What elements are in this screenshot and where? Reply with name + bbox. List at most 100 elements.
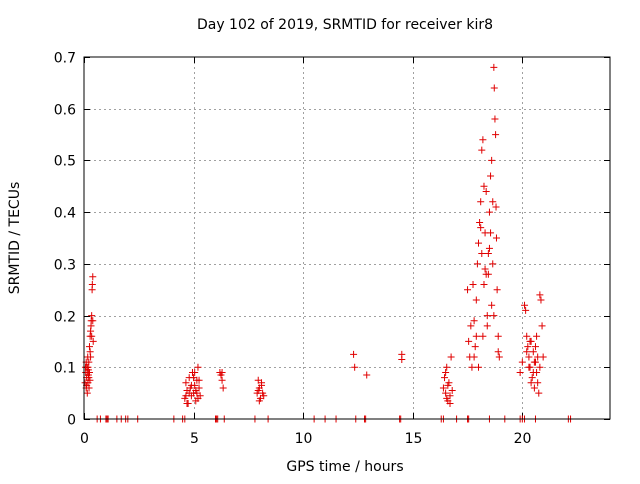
data-point [530, 358, 538, 366]
data-point [85, 343, 93, 351]
data-point [482, 187, 490, 195]
data-point [472, 332, 480, 340]
x-tick-label: 0 [80, 431, 89, 447]
x-tick-label: 15 [405, 431, 423, 447]
data-point [523, 348, 531, 356]
y-tick-label: 0.2 [54, 310, 76, 326]
data-point [85, 374, 93, 382]
y-tick-label: 0 [67, 413, 76, 429]
data-point [182, 379, 190, 387]
data-point [477, 198, 485, 206]
data-point [529, 368, 537, 376]
data-point [470, 353, 478, 361]
data-point [254, 387, 262, 395]
data-point [85, 358, 93, 366]
data-point [475, 363, 482, 371]
data-point [495, 353, 503, 361]
data-point [442, 389, 450, 397]
data-point [464, 286, 472, 294]
data-point [465, 337, 473, 345]
data-point [536, 363, 544, 371]
data-point [468, 363, 476, 371]
data-point [469, 281, 477, 289]
data-point [490, 84, 498, 92]
data-point [489, 198, 497, 206]
data-point [89, 317, 97, 325]
data-point [218, 376, 226, 384]
data-point [190, 374, 198, 382]
data-point [493, 286, 501, 294]
data-point [487, 172, 495, 180]
y-tick-label: 0.5 [54, 154, 76, 170]
data-point [193, 389, 201, 397]
data-point [536, 291, 544, 299]
data-point [488, 301, 496, 309]
data-point [448, 387, 456, 395]
data-point [88, 312, 96, 320]
data-point [527, 379, 535, 387]
data-point [538, 322, 546, 330]
data-point [470, 317, 478, 325]
data-point [398, 356, 406, 364]
data-point [187, 381, 195, 389]
data-point [494, 348, 502, 356]
data-point [89, 273, 97, 281]
data-point [85, 368, 93, 376]
data-point [526, 337, 534, 345]
data-point [191, 368, 199, 376]
data-point [534, 379, 542, 387]
data-point [485, 244, 493, 252]
data-point [472, 296, 480, 304]
data-point [492, 131, 500, 139]
data-point [443, 363, 451, 371]
data-point [83, 389, 91, 397]
data-point [442, 368, 450, 376]
data-point [182, 392, 190, 400]
data-point [475, 239, 482, 247]
data-point [183, 399, 191, 407]
data-point [483, 322, 491, 330]
data-point [443, 394, 451, 402]
x-tick-label: 5 [190, 431, 199, 447]
y-tick-label: 0.6 [54, 103, 76, 119]
data-point [478, 146, 486, 154]
y-tick-label: 0.1 [54, 361, 76, 377]
data-point [350, 350, 358, 358]
data-point [483, 312, 491, 320]
data-point [531, 343, 539, 351]
data-point [484, 250, 492, 258]
data-point [528, 374, 536, 382]
data-point [529, 348, 537, 356]
data-point [84, 363, 92, 371]
data-point [86, 348, 94, 356]
data-point [477, 224, 485, 232]
y-tick-label: 0.4 [54, 206, 76, 222]
data-point [218, 368, 226, 376]
axis-ticks: 0 0.1 0.2 0.3 0.4 0.5 0.6 0.7 0 5 10 15 20 [54, 51, 610, 447]
data-point [446, 399, 454, 407]
data-point [516, 368, 524, 376]
x-tick-label: 10 [295, 431, 313, 447]
data-point [489, 260, 497, 268]
plot-frame [83, 56, 611, 420]
data-point [441, 374, 449, 382]
chart-title: Day 102 of 2019, SRMTID for receiver kir… [197, 17, 493, 33]
data-point [219, 384, 227, 392]
data-point [481, 265, 489, 273]
data-point [473, 260, 481, 268]
data-point [479, 136, 487, 144]
data-point [494, 332, 502, 340]
data-point [485, 208, 493, 216]
data-point [490, 63, 498, 71]
data-point [525, 353, 533, 361]
data-point [530, 384, 538, 392]
data-point [523, 332, 531, 340]
data-point [491, 115, 499, 123]
data-point [521, 301, 529, 309]
y-axis-label: SRMTID / TECUs [7, 182, 23, 295]
data-point [525, 363, 533, 371]
y-tick-label: 0.3 [54, 258, 76, 274]
data-point [444, 381, 452, 389]
